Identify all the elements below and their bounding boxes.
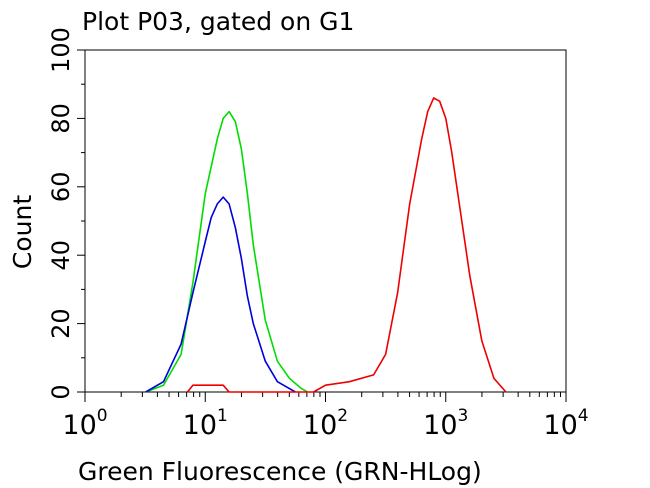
x-tick-label: 101 — [183, 406, 228, 441]
series-line-2 — [145, 196, 296, 393]
x-tick-label: 102 — [303, 406, 348, 441]
x-axis: 100 101 102 103 104 — [62, 392, 589, 441]
series-layer — [145, 97, 507, 393]
y-tick-label: 40 — [47, 240, 75, 271]
series-line-1 — [145, 110, 308, 393]
x-axis-label: Green Fluorescence (GRN-HLog) — [78, 457, 482, 486]
y-tick-label: 80 — [47, 103, 75, 134]
x-tick-label: 104 — [543, 406, 588, 441]
y-tick-label: 100 — [47, 27, 75, 73]
y-axis: 0 20 40 60 80 100 — [47, 27, 85, 400]
chart-title: Plot P03, gated on G1 — [82, 7, 354, 36]
x-tick-label: 100 — [62, 406, 107, 441]
y-tick-label: 20 — [47, 308, 75, 339]
series-line-3 — [186, 97, 507, 393]
x-tick-label: 103 — [423, 406, 468, 441]
plot-frame — [84, 49, 567, 393]
y-tick-label: 60 — [47, 172, 75, 203]
y-axis-label: Count — [8, 195, 37, 269]
y-tick-label: 0 — [47, 384, 75, 399]
